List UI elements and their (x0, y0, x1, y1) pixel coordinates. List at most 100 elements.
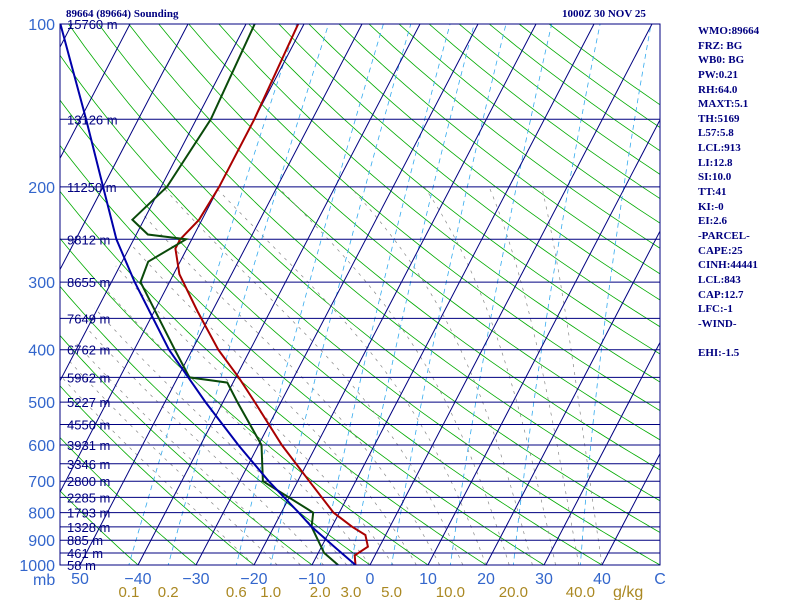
height-label: 1793 m (67, 506, 110, 521)
isotherm-line (60, 24, 247, 382)
mixing-ratio-line (391, 24, 507, 565)
isotherm-line (60, 24, 131, 160)
mixing-ratio-line (512, 24, 601, 565)
height-labels: 15760 m 13126 m 11250 m 9812 m 8655 m 7649 m 6… (67, 17, 118, 573)
mixing-ratio-unit: g/kg (613, 584, 643, 600)
index-line: PW:0.21 (698, 68, 739, 81)
index-line: TH:5169 (698, 112, 740, 125)
pressure-tick-label: 300 (28, 275, 55, 292)
mixing-ratio-line (350, 24, 475, 565)
isotherms (0, 24, 660, 565)
index-line: LCL:913 (698, 142, 741, 155)
profile-line (130, 24, 339, 565)
mixing-ratio-line (128, 24, 297, 565)
mixing-ratio-lines (128, 24, 652, 565)
height-label: 4550 m (67, 418, 110, 433)
plot-background (60, 24, 660, 565)
moist-adiabat-line (94, 307, 348, 565)
height-label: 13126 m (67, 112, 118, 127)
mixing-ratio-tick-label: 0.2 (158, 584, 179, 600)
plot-border (59, 23, 661, 566)
temperature-tick-label: 0 (366, 571, 375, 588)
isotherm-line (543, 341, 660, 565)
height-label: 1328 m (67, 520, 110, 535)
index-line: RH:64.0 (698, 83, 738, 96)
mixing-ratio-tick-label: 0.6 (226, 584, 247, 600)
pressure-tick-label: 900 (28, 533, 55, 550)
mixing-ratio-tick-label: 0.1 (118, 584, 139, 600)
index-line: MAXT:5.1 (698, 98, 749, 111)
moist-adiabat-line (142, 214, 440, 565)
dry-adiabat-line (158, 24, 660, 441)
temperature-tick-label: 50 (71, 571, 89, 588)
temperature-tick-label: 30 (535, 571, 553, 588)
height-label: 2800 m (67, 474, 110, 489)
isotherm-line (0, 24, 14, 565)
moist-adiabat-line (76, 343, 301, 565)
mixing-ratio-tick-label: 1.0 (260, 584, 281, 600)
index-line: CAP:12.7 (698, 288, 744, 301)
temperature-tick-label: 20 (477, 571, 495, 588)
dry-adiabat-line (60, 490, 139, 565)
height-label: 15760 m (67, 17, 118, 32)
pressure-tick-label: 1000 (19, 558, 55, 575)
height-label: 5962 m (67, 370, 110, 385)
height-label: 7649 m (67, 311, 110, 326)
pressure-tick-label: 400 (28, 343, 55, 360)
temperature-axis-labels: 50 −40 −30 −20 −10 0 10 20 30 40 C (71, 571, 666, 588)
pressure-tick-label: 500 (28, 395, 55, 412)
mixing-ratio-tick-label: 20.0 (499, 584, 528, 600)
height-label: 2285 m (67, 490, 110, 505)
isotherm-line (79, 24, 363, 565)
pressure-tick-label: 700 (28, 474, 55, 491)
mixing-ratio-tick-label: 10.0 (436, 584, 465, 600)
index-line: WB0: BG (698, 54, 745, 67)
pressure-tick-label: 100 (28, 17, 55, 34)
mixing-ratio-line (270, 24, 412, 565)
index-line: FRZ: BG (698, 39, 743, 52)
index-line: CINH:44441 (698, 259, 758, 272)
height-label: 461 m (67, 546, 103, 561)
mixing-ratio-tick-label: 3.0 (340, 584, 361, 600)
observation-time: 1000Z 30 NOV 25 (562, 8, 646, 20)
isotherm-line (427, 118, 660, 565)
pressure-axis-labels: 1000 900 800 700 600 500 400 300 200 100 (19, 17, 55, 575)
dry-adiabat-line (338, 24, 660, 275)
temperature-tick-label: C (654, 571, 666, 588)
dry-adiabat-line (368, 24, 660, 249)
isotherm-line (60, 24, 189, 271)
mixing-ratio-tick-label: 40.0 (566, 584, 595, 600)
temperature-tick-label: −30 (182, 571, 209, 588)
dry-adiabat-line (188, 24, 660, 412)
height-label: 58 m (67, 558, 96, 573)
index-line: LCL:843 (698, 273, 741, 286)
mixing-ratio-labels: 0.1 0.2 0.6 1.0 2.0 3.0 5.0 10.0 20.0 40.0 (118, 584, 595, 600)
index-line: KI:-0 (698, 200, 724, 213)
temperature-tick-label: −40 (124, 571, 151, 588)
index-line: -WIND- (698, 317, 737, 330)
index-line: -PARCEL- (698, 229, 750, 242)
dry-adiabat-line (60, 385, 255, 565)
index-line: LFC:-1 (698, 303, 733, 316)
chart-title: 89664 (89664) Sounding (66, 8, 179, 20)
height-label: 8655 m (67, 275, 110, 290)
mixing-ratio-tick-label: 5.0 (381, 584, 402, 600)
isotherm-line (253, 24, 537, 565)
temperature-tick-label: −20 (240, 571, 267, 588)
index-line (698, 331, 798, 346)
profile-lines (60, 24, 370, 565)
pressure-tick-label: 800 (28, 506, 55, 523)
dry-adiabat-line (278, 24, 660, 328)
dry-adiabat-line (218, 24, 660, 383)
mixing-ratio-line (579, 24, 652, 565)
isotherm-line (485, 230, 660, 565)
height-label: 3931 m (67, 438, 110, 453)
moist-adiabat-line (350, 186, 533, 565)
mixing-ratio-tick-label: 2.0 (310, 584, 331, 600)
isotherm-line (601, 452, 660, 565)
mixing-ratio-line (449, 24, 553, 565)
height-label: 6762 m (67, 343, 110, 358)
temperature-tick-label: 10 (419, 571, 437, 588)
dry-adiabat-line (308, 24, 660, 301)
